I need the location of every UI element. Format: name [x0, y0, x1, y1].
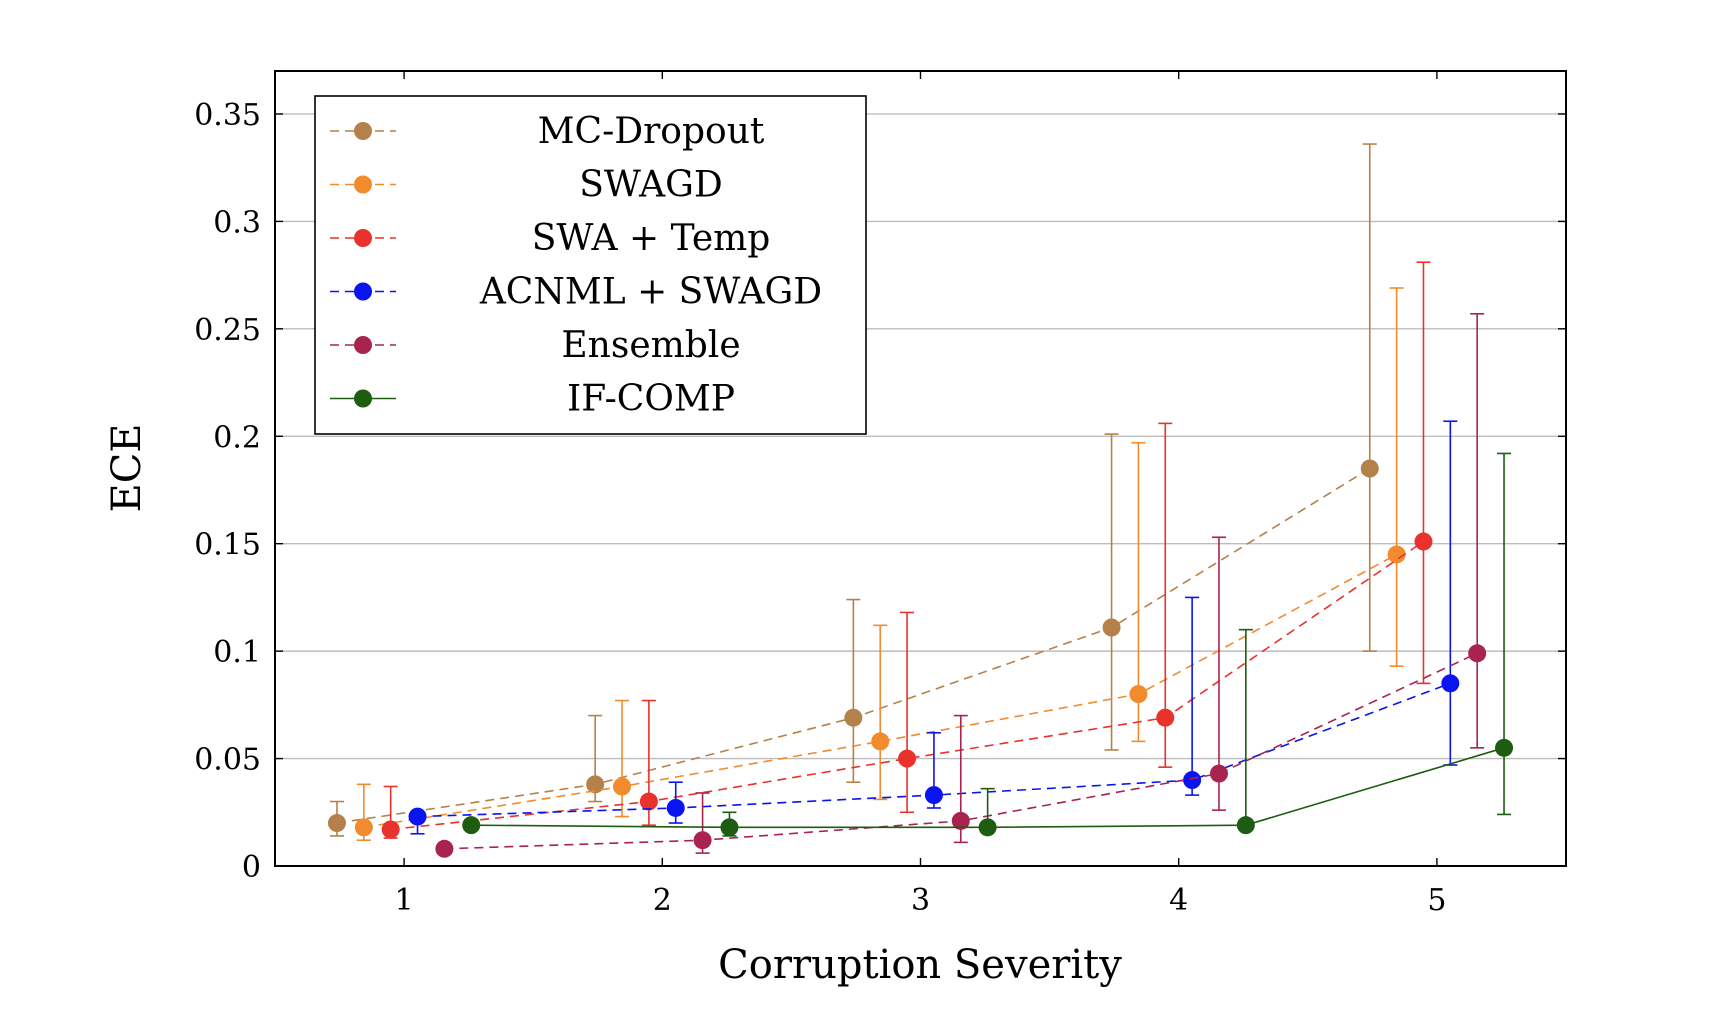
data-point	[613, 777, 632, 796]
series-ensemble	[435, 312, 1487, 858]
legend-swatch-marker	[354, 336, 372, 354]
x-tick-label: 1	[395, 883, 414, 918]
data-point	[354, 818, 373, 837]
y-tick-label: 0.3	[213, 205, 261, 240]
data-point	[1441, 674, 1460, 693]
y-tick-label: 0.35	[194, 98, 261, 133]
x-tick-label: 4	[1169, 883, 1188, 918]
legend-label: SWAGD	[579, 165, 723, 206]
y-tick-label: 0.05	[194, 743, 261, 778]
legend-box	[314, 95, 867, 435]
data-point	[408, 807, 427, 826]
data-point	[462, 816, 481, 835]
axis-ticks: 0 0.05 0.1 0.15 0.2 0.25 0.3 0.35 1 2 3 4 5	[194, 71, 1566, 918]
series-acnml-swagd	[408, 420, 1460, 835]
data-point	[435, 839, 454, 858]
data-point	[1236, 816, 1255, 835]
y-tick-label: 0.25	[194, 313, 261, 348]
data-point	[951, 811, 970, 830]
series-if-comp	[462, 452, 1514, 837]
y-tick-label: 0.15	[194, 528, 261, 563]
data-point	[666, 798, 685, 817]
legend-swatch-marker	[354, 175, 372, 194]
legend-swatch-marker	[354, 122, 372, 140]
plot-series	[327, 143, 1514, 858]
data-point	[1495, 738, 1514, 757]
y-tick-label: 0.1	[213, 635, 261, 670]
data-point	[720, 818, 739, 837]
data-point	[871, 732, 890, 751]
series-swa-temp	[381, 261, 1433, 839]
series-line	[390, 540, 1424, 831]
data-point	[586, 775, 605, 794]
data-point	[1183, 771, 1202, 790]
data-point	[1468, 644, 1487, 663]
legend-swatch-marker	[354, 389, 372, 408]
data-point	[1414, 532, 1433, 551]
y-axis-title: ECE	[104, 423, 150, 512]
data-point	[327, 814, 346, 833]
legend: MC-Dropout SWAGD SWA + Temp ACNML + SWAGD En…	[314, 95, 867, 435]
data-point	[381, 820, 400, 839]
legend-label: IF-COMP	[567, 379, 735, 420]
legend-swatch-marker	[354, 229, 372, 247]
data-point	[639, 792, 658, 811]
legend-swatch-marker	[354, 282, 372, 301]
series-swagd	[354, 287, 1406, 842]
x-tick-label: 3	[911, 883, 930, 918]
data-point	[693, 831, 712, 850]
data-point	[924, 786, 943, 805]
legend-label: ACNML + SWAGD	[479, 272, 822, 313]
data-point	[1129, 685, 1148, 704]
data-point	[1102, 618, 1121, 637]
data-point	[1387, 545, 1406, 564]
legend-label: SWA + Temp	[532, 218, 771, 259]
data-point	[978, 818, 997, 837]
x-axis-title: Corruption Severity	[718, 942, 1122, 988]
data-point	[1156, 708, 1175, 727]
legend-label: Ensemble	[561, 325, 740, 366]
data-point	[844, 708, 863, 727]
x-tick-label: 5	[1427, 883, 1446, 918]
series-mc-dropout	[327, 143, 1379, 837]
y-tick-label: 0.2	[213, 420, 261, 455]
legend-label: MC-Dropout	[538, 111, 765, 152]
x-tick-label: 2	[653, 883, 672, 918]
data-point	[1360, 459, 1379, 478]
data-point	[1209, 764, 1228, 783]
data-point	[898, 749, 917, 768]
y-tick-label: 0	[242, 850, 261, 885]
